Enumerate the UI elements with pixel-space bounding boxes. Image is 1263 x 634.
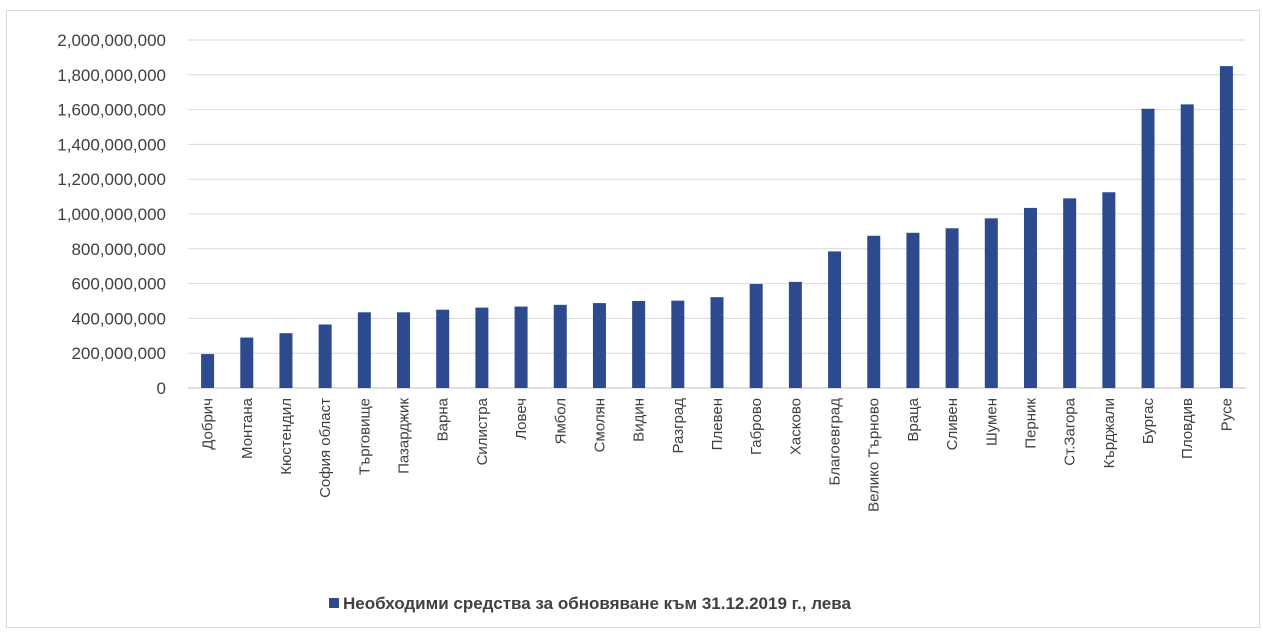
x-tick-label: Плевен xyxy=(709,398,726,450)
legend-swatch xyxy=(329,598,339,608)
bar xyxy=(397,312,411,388)
y-tick-label: 0 xyxy=(157,379,166,398)
x-tick-label: Перник xyxy=(1022,398,1039,449)
x-tick-label: Ст.Загора xyxy=(1062,397,1079,465)
bar xyxy=(318,324,332,388)
y-tick-label: 1,800,000,000 xyxy=(57,66,166,85)
x-tick-label: Пазарджик xyxy=(396,398,413,474)
y-tick-label: 1,600,000,000 xyxy=(57,101,166,120)
x-tick-label: Смолян xyxy=(591,398,608,452)
bar xyxy=(1141,108,1155,388)
x-tick-label: Търговище xyxy=(356,398,373,475)
bar xyxy=(201,354,215,388)
bar xyxy=(906,232,920,388)
x-tick-label: Ямбол xyxy=(552,398,569,444)
legend: Необходими средства за обновяване към 31… xyxy=(329,594,851,613)
x-tick-label: Бургас xyxy=(1140,398,1157,445)
bars xyxy=(201,66,1233,388)
bar xyxy=(514,306,528,388)
x-tick-label: Разград xyxy=(670,398,687,454)
bar xyxy=(553,304,567,388)
bar xyxy=(1063,198,1077,388)
x-tick-label: Силистра xyxy=(474,397,491,465)
x-tick-label: Кюстендил xyxy=(278,398,295,475)
legend-label: Необходими средства за обновяване към 31… xyxy=(343,594,851,613)
bar xyxy=(357,312,371,388)
bar xyxy=(632,301,646,388)
bar xyxy=(867,235,881,388)
bar xyxy=(240,337,254,388)
bar xyxy=(592,303,606,388)
bar xyxy=(710,297,724,388)
x-tick-label: Благоевград xyxy=(827,398,844,486)
x-tick-label: Велико Търново xyxy=(866,398,883,512)
x-tick-label: Шумен xyxy=(983,398,1000,446)
x-tick-label: Сливен xyxy=(944,398,961,450)
bar xyxy=(1219,66,1233,388)
y-tick-label: 2,000,000,000 xyxy=(57,31,166,50)
x-tick-label: Габрово xyxy=(748,398,765,455)
y-tick-label: 400,000,000 xyxy=(71,309,166,328)
bar xyxy=(1180,104,1194,388)
x-tick-label: Пловдив xyxy=(1179,398,1196,459)
bar xyxy=(671,300,685,388)
y-axis: 0 200,000,000 400,000,000 600,000,000 800,00… xyxy=(57,31,166,398)
x-tick-label: Добрич xyxy=(200,398,217,450)
bar xyxy=(984,218,998,388)
y-tick-label: 1,000,000,000 xyxy=(57,205,166,224)
bar xyxy=(1102,192,1116,388)
bar xyxy=(475,307,489,388)
bar xyxy=(1023,207,1037,388)
y-tick-label: 1,200,000,000 xyxy=(57,170,166,189)
y-tick-label: 800,000,000 xyxy=(71,240,166,259)
x-axis: Добрич Монтана Кюстендил София област Търгов… xyxy=(200,397,1236,512)
x-tick-label: Монтана xyxy=(239,397,256,459)
bar xyxy=(828,251,842,388)
bar xyxy=(436,309,450,388)
x-tick-label: Хасково xyxy=(787,398,804,455)
bar xyxy=(749,283,763,388)
y-tick-label: 600,000,000 xyxy=(71,275,166,294)
x-tick-label: Варна xyxy=(435,397,452,441)
bar xyxy=(279,333,293,388)
x-tick-label: Русе xyxy=(1218,398,1235,431)
y-tick-label: 1,400,000,000 xyxy=(57,135,166,154)
x-tick-label: Кърджали xyxy=(1101,398,1118,468)
y-tick-label: 200,000,000 xyxy=(71,344,166,363)
x-tick-label: Ловеч xyxy=(513,398,530,440)
bar xyxy=(788,281,802,388)
x-tick-label: Видин xyxy=(631,398,648,442)
x-tick-label: София област xyxy=(317,398,334,498)
bar xyxy=(945,228,959,388)
x-tick-label: Враца xyxy=(905,397,922,441)
